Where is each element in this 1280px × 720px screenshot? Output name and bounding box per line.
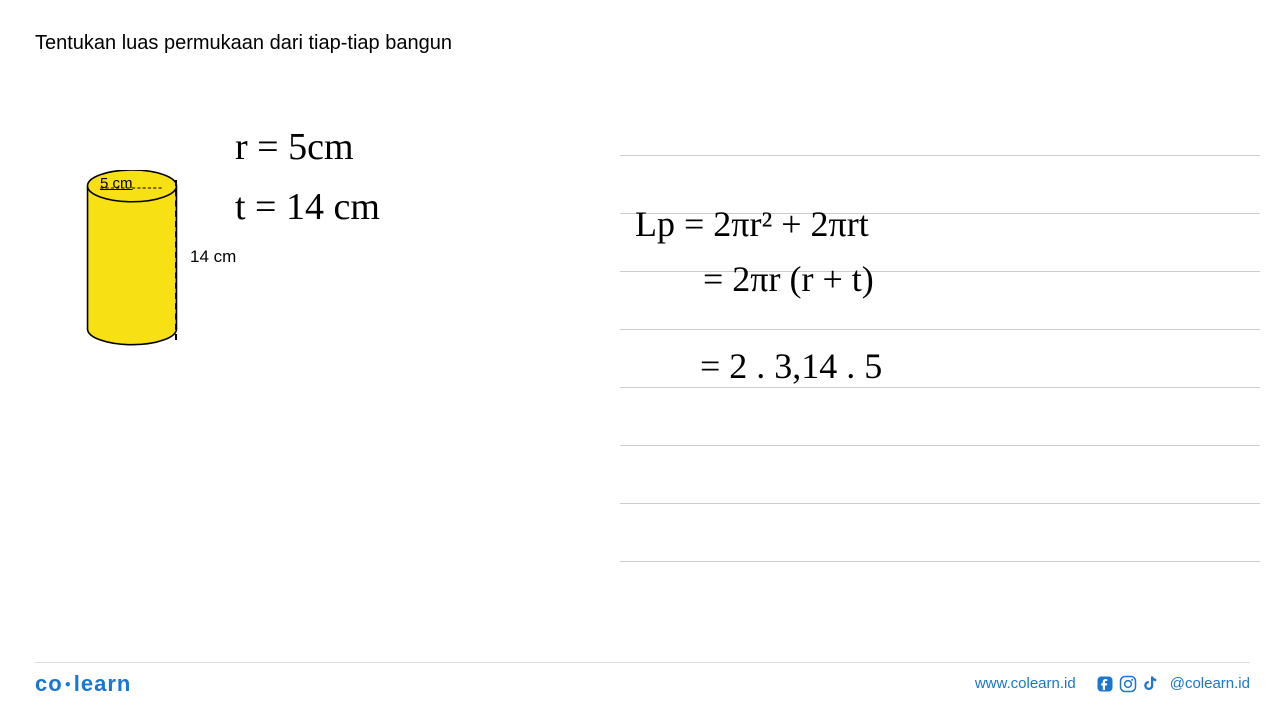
- logo-dot-icon: ●: [65, 679, 72, 690]
- ruled-line: [620, 155, 1260, 156]
- radius-label: 5 cm: [100, 175, 133, 192]
- logo-co: co: [35, 671, 63, 696]
- logo-learn: learn: [74, 671, 132, 696]
- instagram-icon: [1119, 675, 1137, 693]
- height-dashed-line: [175, 180, 177, 340]
- ruled-line: [620, 503, 1260, 504]
- handwriting-r-value: r = 5cm: [235, 125, 354, 169]
- social-icons: [1096, 675, 1160, 693]
- cylinder-diagram: [72, 170, 192, 355]
- ruled-line: [620, 445, 1260, 446]
- ruled-line: [620, 561, 1260, 562]
- cylinder-svg: [72, 170, 192, 350]
- social-handle: @colearn.id: [1170, 675, 1250, 692]
- handwriting-formula-3: = 2 . 3,14 . 5: [700, 345, 882, 387]
- handwriting-formula-1: Lp = 2πr² + 2πrt: [635, 203, 869, 245]
- logo: co●learn: [35, 671, 131, 697]
- tiktok-icon: [1142, 675, 1160, 693]
- footer-right: www.colearn.id @colearn.id: [975, 675, 1250, 693]
- ruled-line: [620, 387, 1260, 388]
- height-label: 14 cm: [190, 247, 236, 267]
- website-url: www.colearn.id: [975, 675, 1076, 692]
- ruled-line: [620, 329, 1260, 330]
- question-text: Tentukan luas permukaan dari tiap-tiap b…: [35, 32, 452, 55]
- handwriting-formula-2: = 2πr (r + t): [703, 258, 874, 300]
- handwriting-t-value: t = 14 cm: [235, 185, 380, 229]
- facebook-icon: [1096, 675, 1114, 693]
- footer: co●learn www.colearn.id @colearn.id: [35, 662, 1250, 692]
